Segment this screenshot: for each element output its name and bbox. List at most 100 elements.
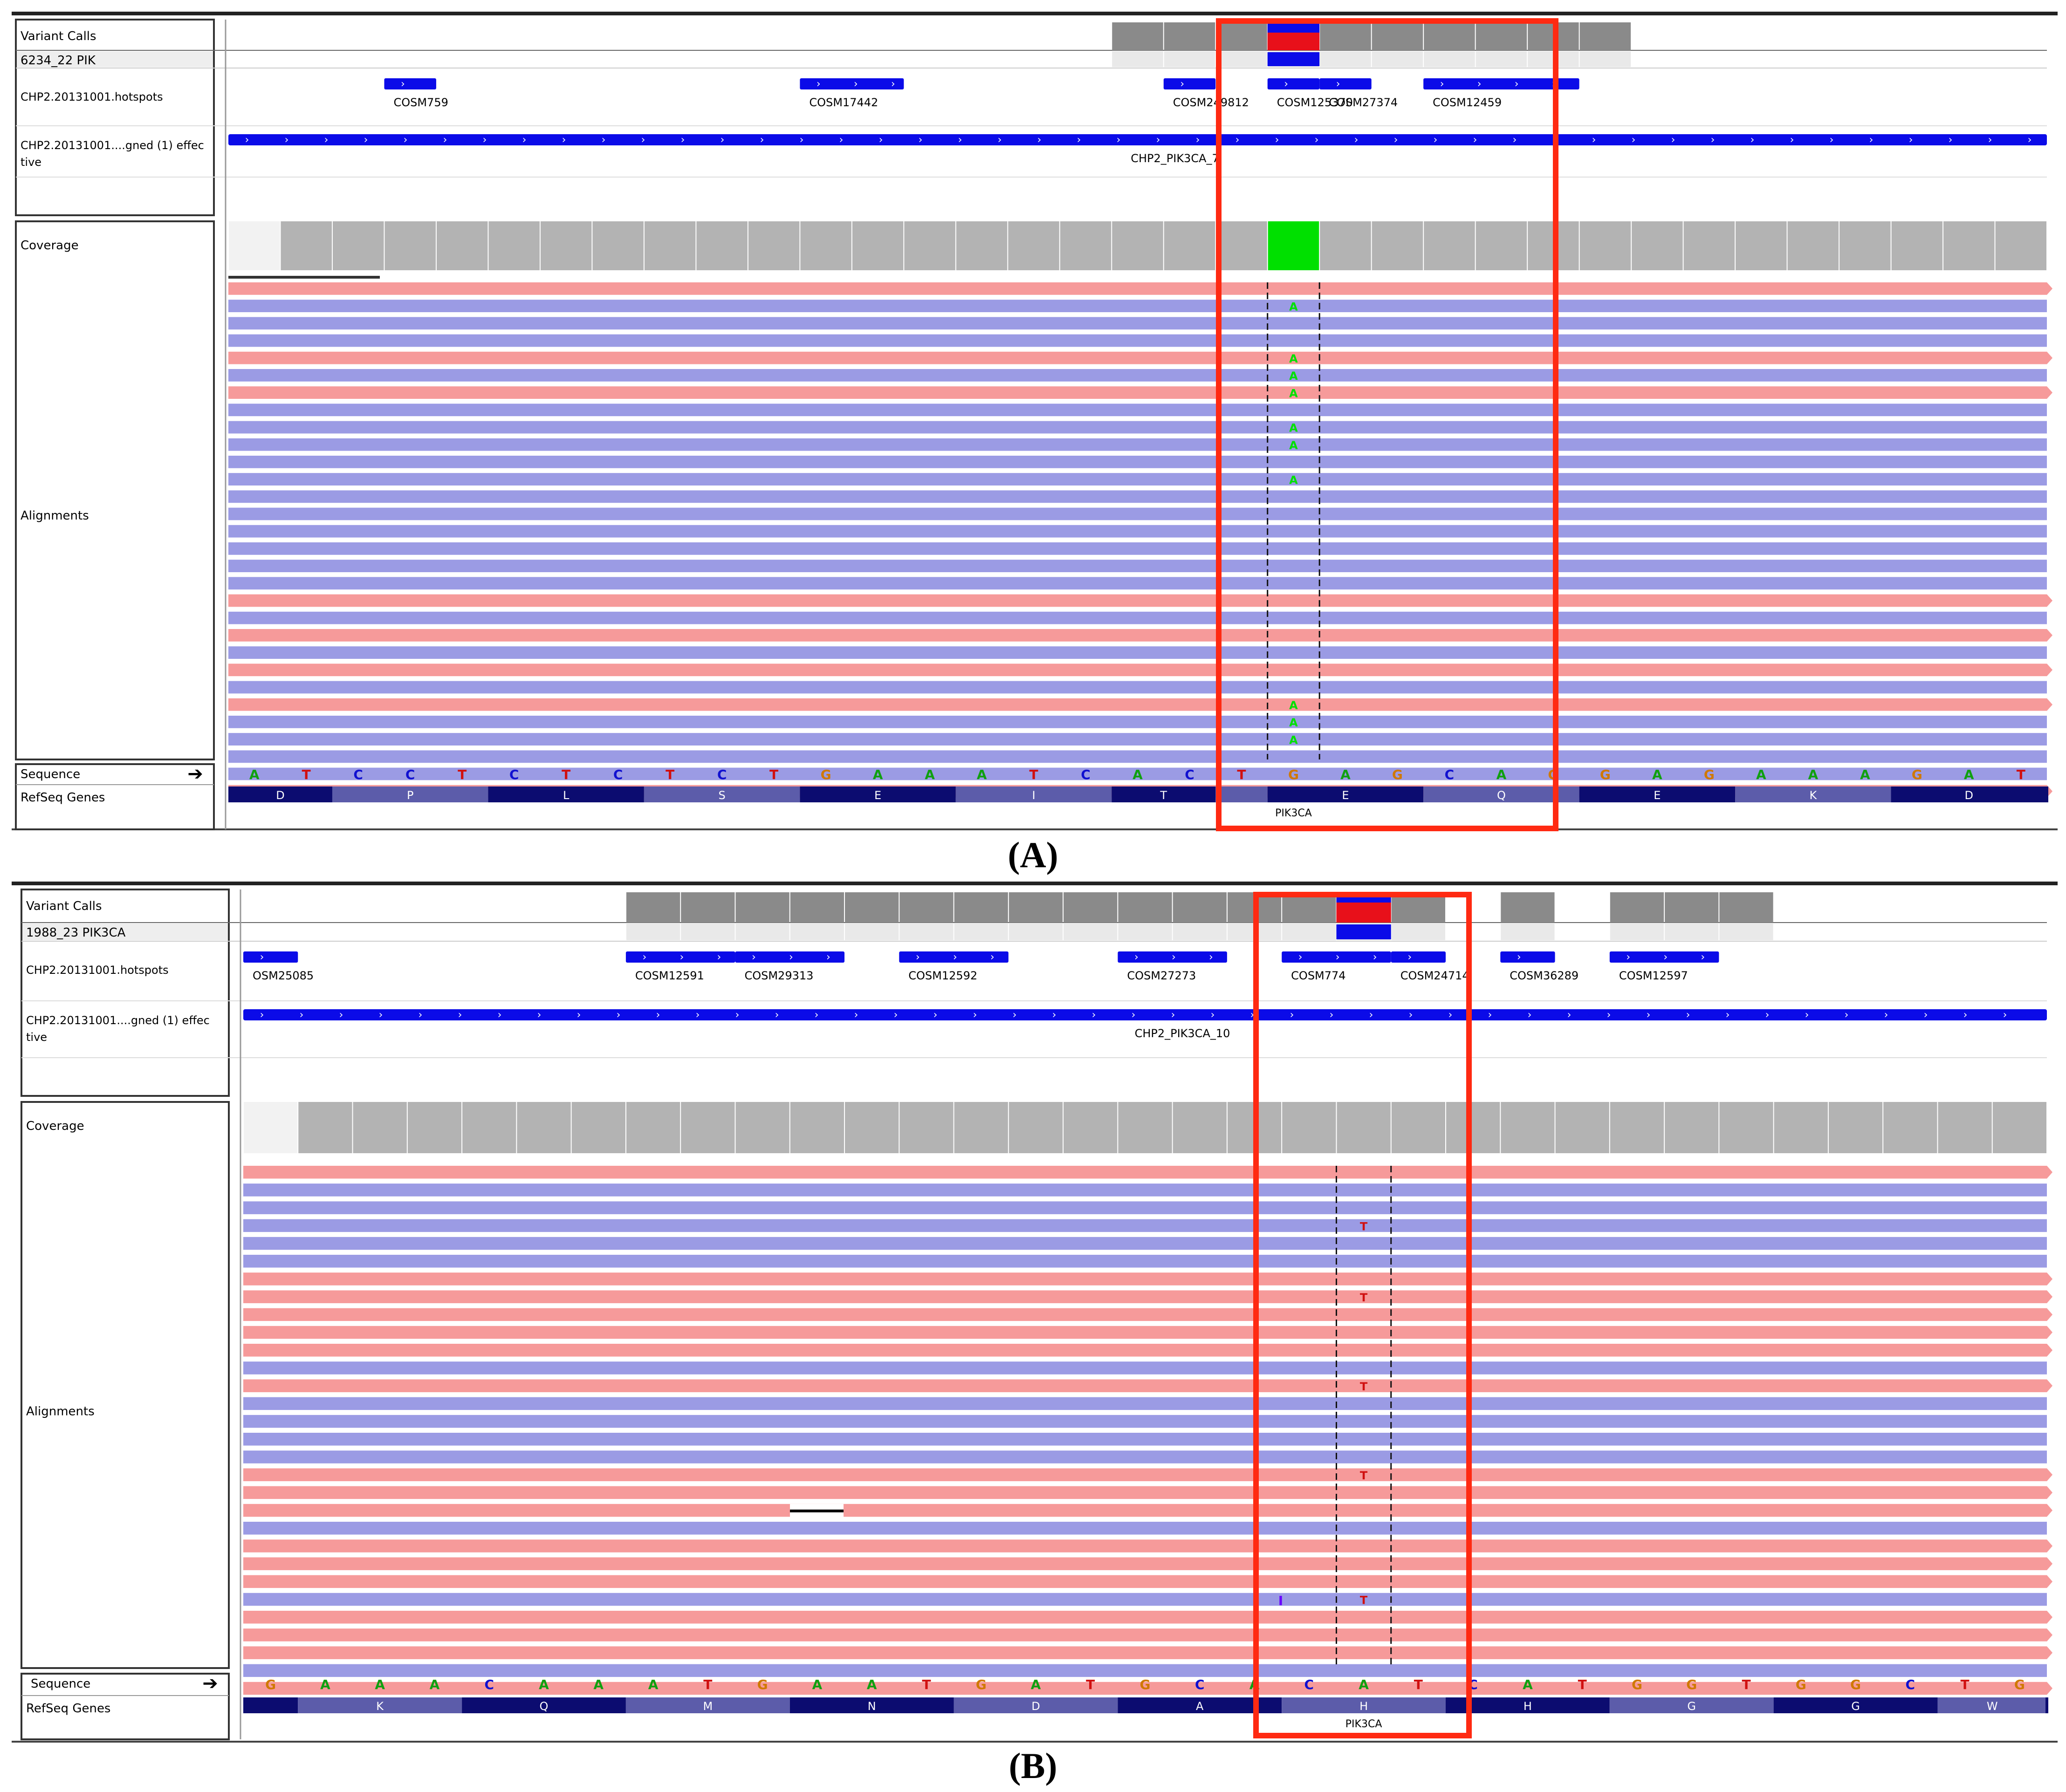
variant-site-block[interactable] (1320, 22, 1371, 50)
hotspot-feature[interactable] (1391, 951, 1446, 963)
coverage-bar[interactable] (1118, 1102, 1172, 1153)
coverage-bar[interactable] (644, 221, 696, 270)
read-forward[interactable] (243, 1646, 2047, 1659)
coverage-bar[interactable] (681, 1102, 735, 1153)
read-reverse[interactable] (228, 560, 2047, 572)
read-reverse[interactable] (243, 1664, 2047, 1677)
read-forward[interactable] (243, 1166, 2047, 1179)
read-reverse[interactable] (228, 473, 2047, 486)
coverage-bar[interactable] (1938, 1102, 1992, 1153)
variant-site-block[interactable] (845, 892, 899, 923)
read-forward[interactable] (243, 1379, 2047, 1392)
coverage-bar[interactable] (1579, 221, 1631, 270)
read-forward[interactable] (243, 1539, 2047, 1553)
read-reverse[interactable] (243, 1219, 2047, 1232)
coverage-bar[interactable] (1828, 1102, 1883, 1153)
codon-block[interactable] (462, 1697, 626, 1713)
coverage-bar[interactable] (1268, 221, 1319, 270)
read-forward[interactable] (228, 386, 2047, 399)
read-reverse[interactable] (243, 1183, 2047, 1197)
coverage-bar[interactable] (904, 221, 955, 270)
coverage-bar[interactable] (1632, 221, 1683, 270)
sample-genotype-het[interactable] (1267, 52, 1320, 66)
coverage-bar[interactable] (1943, 221, 1995, 270)
hotspot-feature[interactable] (1500, 951, 1555, 963)
variant-site-block[interactable] (626, 892, 680, 923)
codon-block[interactable] (800, 787, 956, 802)
coverage-bar[interactable] (281, 221, 332, 270)
codon-block[interactable] (1267, 787, 1424, 802)
coverage-bar[interactable] (1839, 221, 1891, 270)
codon-block[interactable] (1773, 1697, 1938, 1713)
coverage-bar[interactable] (1282, 1102, 1336, 1153)
coverage-bar[interactable] (332, 221, 384, 270)
read-reverse[interactable] (228, 507, 2047, 520)
variant-site-block[interactable] (1173, 892, 1227, 923)
variant-site-block[interactable] (1665, 892, 1719, 923)
coverage-bar[interactable] (956, 221, 1008, 270)
hotspot-feature[interactable] (1267, 78, 1320, 89)
read-reverse[interactable] (228, 716, 2047, 728)
codon-block[interactable] (1735, 787, 1891, 802)
read-forward[interactable] (228, 698, 2047, 711)
coverage-bar[interactable] (1112, 221, 1163, 270)
codon-block[interactable] (644, 787, 800, 802)
hotspot-feature[interactable] (899, 951, 1009, 963)
read-reverse[interactable] (243, 1201, 2047, 1214)
read-forward[interactable] (243, 1611, 2047, 1624)
coverage-bar[interactable] (462, 1102, 516, 1153)
variant-site-block[interactable] (1579, 22, 1631, 50)
read-reverse[interactable] (243, 1450, 2047, 1464)
codon-block[interactable] (1579, 787, 1736, 802)
coverage-bar[interactable] (353, 1102, 407, 1153)
read-forward[interactable] (243, 1486, 2047, 1499)
coverage-bar[interactable] (517, 1102, 571, 1153)
coverage-bar[interactable] (1391, 1102, 1445, 1153)
coverage-bar[interactable] (229, 221, 280, 270)
variant-site-block[interactable] (790, 892, 844, 923)
read-reverse[interactable] (228, 490, 2047, 503)
coverage-bar[interactable] (1164, 221, 1215, 270)
coverage-bar[interactable] (1424, 221, 1475, 270)
read-reverse[interactable] (228, 404, 2047, 417)
variant-site-block[interactable] (954, 892, 1008, 923)
coverage-bar[interactable] (954, 1102, 1008, 1153)
codon-block[interactable] (1446, 1697, 1610, 1713)
codon-block[interactable] (298, 1697, 462, 1713)
coverage-bar[interactable] (1774, 1102, 1828, 1153)
coverage-bar[interactable] (1216, 221, 1267, 270)
coverage-bar[interactable] (1610, 1102, 1664, 1153)
variant-site-block[interactable] (1719, 892, 1773, 923)
read-reverse[interactable] (243, 1255, 2047, 1268)
read-reverse[interactable] (228, 733, 2047, 746)
codon-block[interactable] (954, 1697, 1118, 1713)
hotspot-feature[interactable] (1118, 951, 1227, 963)
coverage-bar[interactable] (1883, 1102, 1937, 1153)
coverage-bar[interactable] (592, 221, 644, 270)
read-forward[interactable] (243, 1557, 2047, 1570)
coverage-bar[interactable] (1060, 221, 1112, 270)
variant-site-block[interactable] (1118, 892, 1172, 923)
coverage-bar[interactable] (1320, 221, 1371, 270)
coverage-bar[interactable] (1555, 1102, 1609, 1153)
codon-block[interactable] (789, 1697, 954, 1713)
coverage-bar[interactable] (540, 221, 592, 270)
coverage-bar[interactable] (899, 1102, 954, 1153)
read-forward[interactable] (243, 1504, 2047, 1517)
coverage-bar[interactable] (1992, 1102, 2046, 1153)
codon-block[interactable] (625, 1697, 790, 1713)
coverage-bar[interactable] (1008, 221, 1059, 270)
coverage-bar[interactable] (845, 1102, 899, 1153)
read-forward[interactable] (243, 1628, 2047, 1642)
coverage-bar[interactable] (1009, 1102, 1063, 1153)
read-reverse[interactable] (228, 369, 2047, 382)
coverage-bar[interactable] (244, 1102, 298, 1153)
coverage-bar[interactable] (1736, 221, 1787, 270)
variant-site-block[interactable] (899, 892, 954, 923)
read-forward[interactable] (243, 1344, 2047, 1357)
coverage-bar[interactable] (571, 1102, 625, 1153)
read-forward[interactable] (228, 663, 2047, 677)
read-forward[interactable] (243, 1272, 2047, 1286)
read-forward[interactable] (228, 594, 2047, 607)
hotspot-feature[interactable] (243, 951, 298, 963)
